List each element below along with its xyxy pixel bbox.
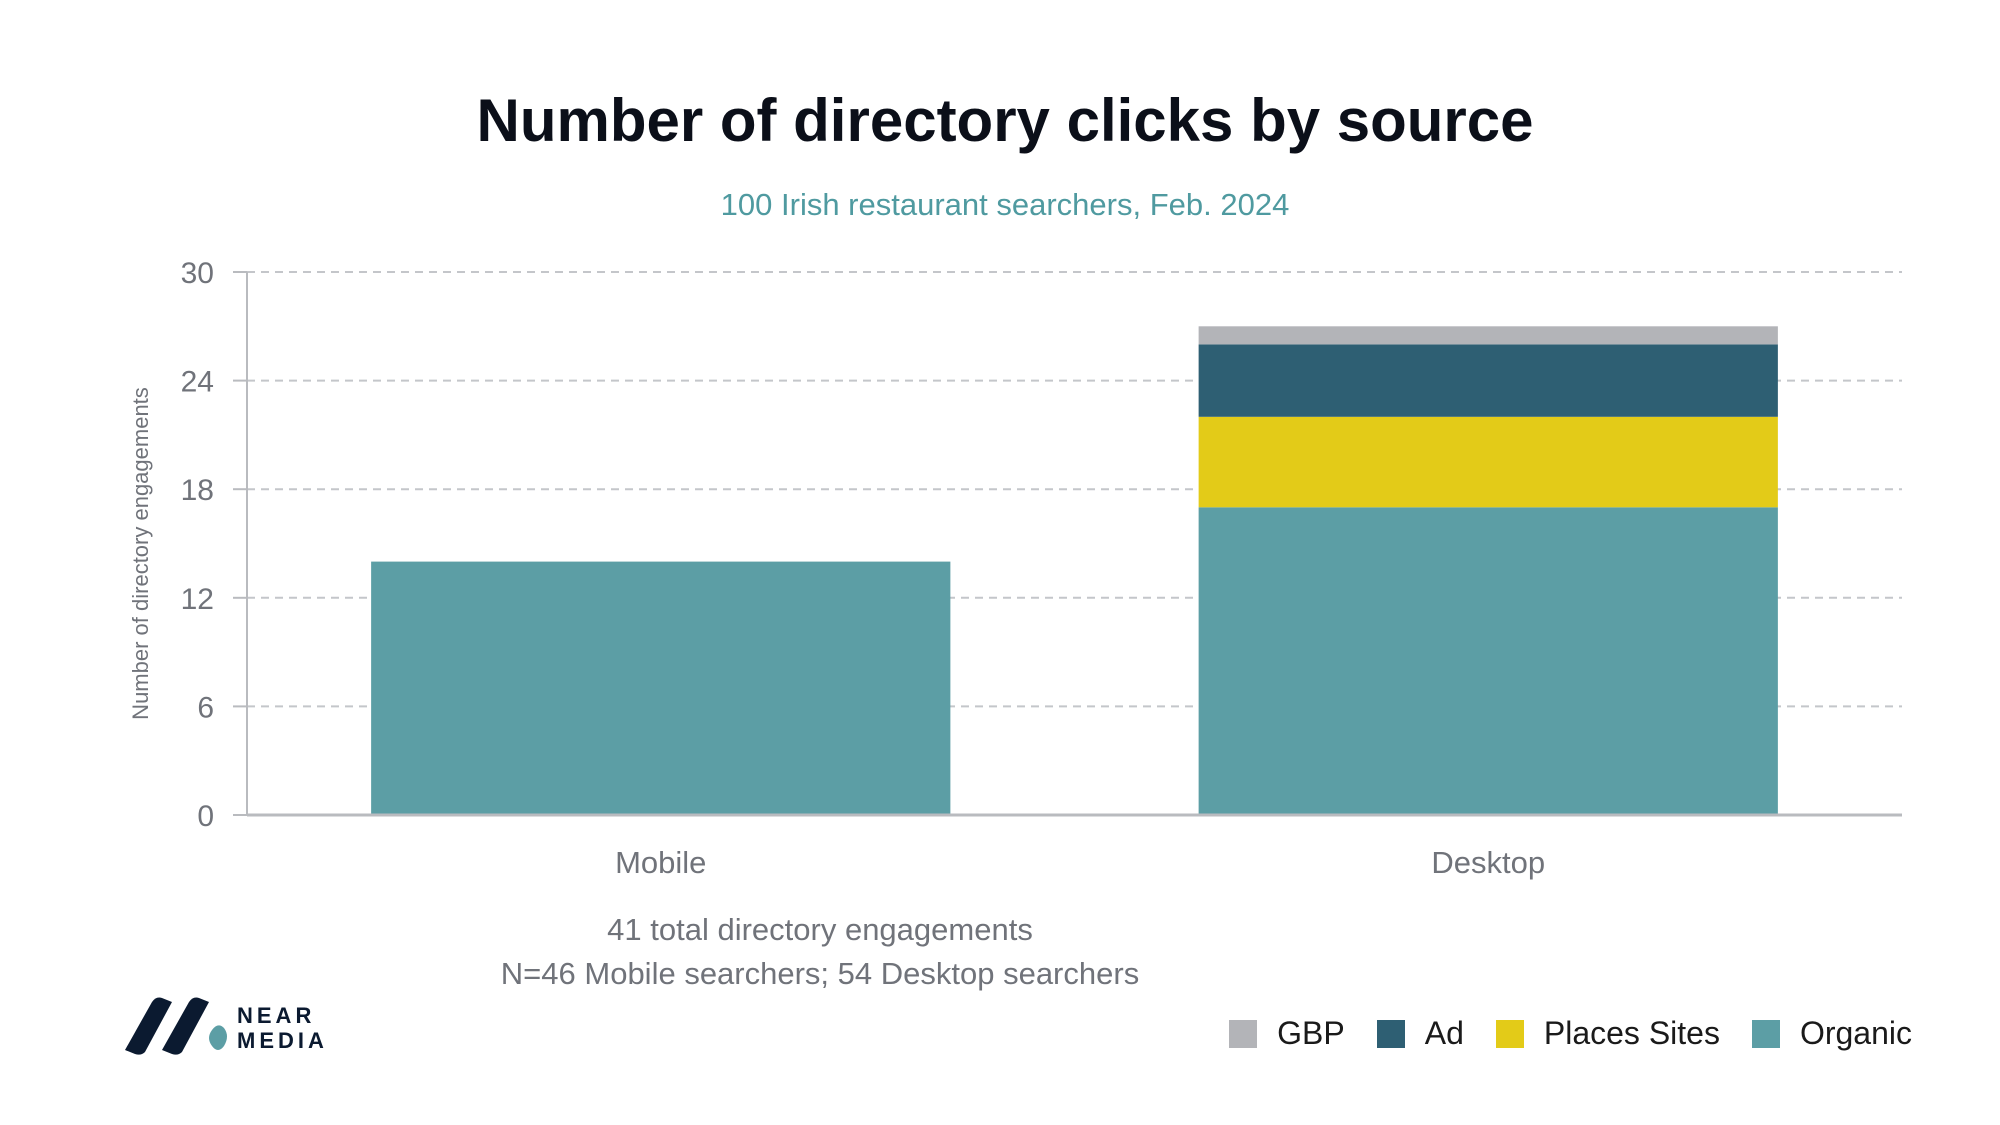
y-tick-label-18: 18 bbox=[181, 474, 214, 507]
note-total-engagements: 41 total directory engagements bbox=[607, 912, 1033, 947]
note-sample-size: N=46 Mobile searchers; 54 Desktop search… bbox=[500, 956, 1140, 991]
legend-swatch-organic bbox=[1751, 1019, 1780, 1048]
logo-text-near: NEAR bbox=[237, 1003, 316, 1028]
logo-wordmark: NEAR MEDIA bbox=[237, 1003, 328, 1053]
bar-chart: 0 6 12 18 24 30 Mobile Desktop Number of directo… bbox=[128, 257, 1902, 880]
legend-item-gbp: GBP bbox=[1229, 1015, 1345, 1052]
legend-item-organic: Organic bbox=[1751, 1015, 1912, 1052]
y-tick-label-0: 0 bbox=[197, 800, 214, 833]
legend-label-ad: Ad bbox=[1424, 1015, 1464, 1051]
bar-desktop-places-sites bbox=[1198, 416, 1778, 508]
x-tick-label-desktop: Desktop bbox=[1431, 845, 1545, 880]
legend-item-ad: Ad bbox=[1376, 1015, 1464, 1052]
legend-label-organic: Organic bbox=[1799, 1015, 1912, 1051]
x-tick-label-mobile: Mobile bbox=[615, 845, 706, 880]
chart-legend: GBP Ad Places Sites Organic bbox=[1197, 1015, 1912, 1052]
bar-desktop-gbp bbox=[1198, 326, 1778, 345]
y-tick-label-12: 12 bbox=[181, 583, 214, 616]
bar-desktop-ad bbox=[1198, 344, 1778, 417]
chart-subtitle: 100 Irish restaurant searchers, Feb. 202… bbox=[720, 187, 1290, 222]
logo-text-media: MEDIA bbox=[237, 1028, 328, 1053]
legend-item-places-sites: Places Sites bbox=[1495, 1015, 1720, 1052]
legend-swatch-places-sites bbox=[1495, 1019, 1524, 1048]
legend-label-gbp: GBP bbox=[1277, 1015, 1345, 1051]
legend-swatch-ad bbox=[1376, 1019, 1405, 1048]
chart-title: Number of directory clicks by source bbox=[476, 87, 1534, 154]
legend-swatch-gbp bbox=[1229, 1019, 1258, 1048]
y-axis-label: Number of directory engagements bbox=[128, 387, 153, 720]
near-media-logo-icon bbox=[125, 997, 227, 1055]
bar-desktop-organic bbox=[1198, 507, 1778, 815]
legend-label-places-sites: Places Sites bbox=[1543, 1015, 1720, 1051]
y-tick-label-24: 24 bbox=[181, 366, 214, 399]
y-tick-label-30: 30 bbox=[181, 257, 214, 290]
y-tick-label-6: 6 bbox=[197, 691, 214, 724]
bar-mobile-organic bbox=[371, 561, 951, 815]
